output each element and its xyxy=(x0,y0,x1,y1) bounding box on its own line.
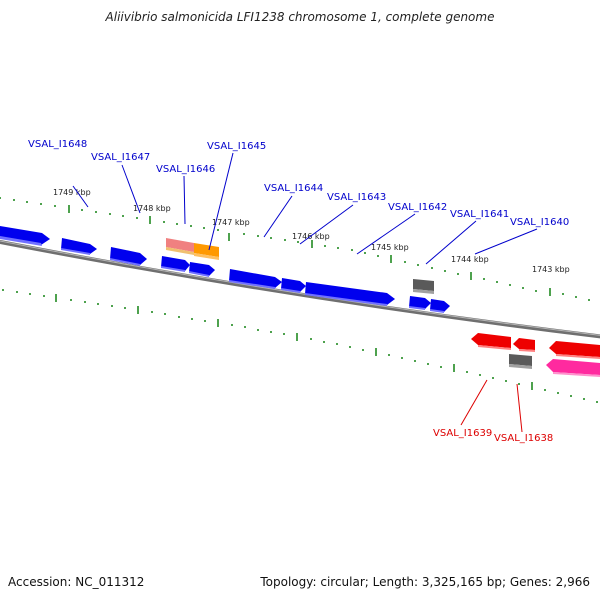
gene-arrow-reverse-pink[interactable] xyxy=(546,359,600,377)
gene-label[interactable]: VSAL_I1640 xyxy=(510,217,569,228)
gene-arrow[interactable] xyxy=(305,282,395,306)
inner-tick-ring xyxy=(2,289,598,403)
gene-label[interactable]: VSAL_I1638 xyxy=(494,433,553,444)
kbp-label: 1749 kbp xyxy=(53,188,91,197)
reverse-genes xyxy=(471,333,600,377)
gene-label[interactable]: VSAL_I1642 xyxy=(388,202,447,213)
forward-genes xyxy=(0,226,450,313)
gene-label[interactable]: VSAL_I1646 xyxy=(156,164,215,175)
gene-arrow[interactable] xyxy=(409,296,431,310)
gene-label[interactable]: VSAL_I1645 xyxy=(207,141,266,152)
map-title: Aliivibrio salmonicida LFI1238 chromosom… xyxy=(105,10,495,24)
gene-arrow[interactable] xyxy=(189,262,215,277)
accession-label: Accession: NC_011312 xyxy=(8,575,145,589)
kbp-label: 1748 kbp xyxy=(133,204,171,213)
outer-tick-ring xyxy=(0,197,590,301)
pseudogene-feature[interactable] xyxy=(509,354,532,369)
gene-arrow[interactable] xyxy=(110,247,147,266)
gene-arrow[interactable] xyxy=(229,269,282,289)
orange-feature[interactable] xyxy=(194,243,219,260)
gene-arrow[interactable] xyxy=(0,226,50,246)
genome-backbone xyxy=(0,239,600,339)
forward-gene-labels: VSAL_I1648 VSAL_I1647 VSAL_I1646 VSAL_I1… xyxy=(28,139,569,228)
gene-arrow[interactable] xyxy=(430,299,450,313)
gene-label[interactable]: VSAL_I1648 xyxy=(28,139,87,150)
gene-label[interactable]: VSAL_I1639 xyxy=(433,428,492,439)
label-leaders xyxy=(72,152,538,265)
kbp-label: 1745 kbp xyxy=(371,243,409,252)
gene-label[interactable]: VSAL_I1644 xyxy=(264,183,323,194)
rna-feature[interactable] xyxy=(166,238,194,255)
gene-label[interactable]: VSAL_I1641 xyxy=(450,209,509,220)
gene-arrow-reverse[interactable] xyxy=(513,338,535,352)
gene-arrow-reverse[interactable] xyxy=(471,333,511,350)
gene-label[interactable]: VSAL_I1643 xyxy=(327,192,386,203)
gene-arrow[interactable] xyxy=(281,278,306,293)
kbp-label: 1743 kbp xyxy=(532,265,570,274)
gene-arrow[interactable] xyxy=(161,256,190,272)
gene-arrow[interactable] xyxy=(61,238,97,255)
gene-arrow-reverse[interactable] xyxy=(549,341,600,359)
kbp-label: 1744 kbp xyxy=(451,255,489,264)
kbp-label: 1747 kbp xyxy=(212,218,250,227)
pseudogene-feature[interactable] xyxy=(413,279,434,294)
gene-label[interactable]: VSAL_I1647 xyxy=(91,152,150,163)
genome-summary: Topology: circular; Length: 3,325,165 bp… xyxy=(260,575,590,589)
misc-features xyxy=(166,238,532,369)
reverse-label-leaders xyxy=(460,379,523,433)
reverse-gene-labels: VSAL_I1639 VSAL_I1638 xyxy=(433,428,553,444)
